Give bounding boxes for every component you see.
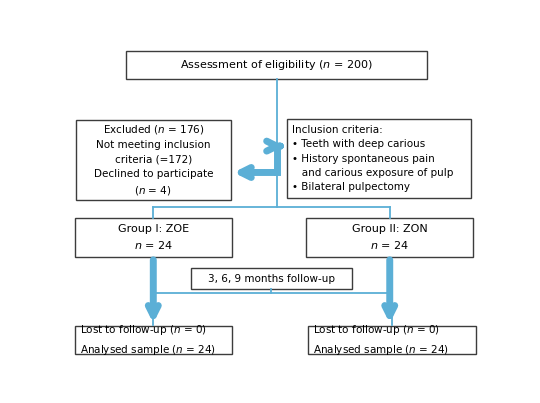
Text: Group II: ZON
$n$ = 24: Group II: ZON $n$ = 24 [352,224,428,251]
Text: 3, 6, 9 months follow-up: 3, 6, 9 months follow-up [208,274,335,284]
Text: Lost to follow-up ($n$ = 0)
Analysed sample ($n$ = 24): Lost to follow-up ($n$ = 0) Analysed sam… [313,323,449,357]
FancyBboxPatch shape [308,326,476,354]
FancyBboxPatch shape [191,268,352,289]
FancyBboxPatch shape [287,119,471,198]
FancyBboxPatch shape [75,218,232,257]
FancyBboxPatch shape [126,52,428,79]
FancyBboxPatch shape [306,218,474,257]
FancyBboxPatch shape [75,326,232,354]
Text: Lost to follow-up ($n$ = 0)
Analysed sample ($n$ = 24): Lost to follow-up ($n$ = 0) Analysed sam… [80,323,216,357]
Text: Group I: ZOE
$n$ = 24: Group I: ZOE $n$ = 24 [118,224,189,251]
Text: Inclusion criteria:
• Teeth with deep carious
• History spontaneous pain
   and : Inclusion criteria: • Teeth with deep ca… [292,125,454,192]
Text: Excluded ($n$ = 176)
Not meeting inclusion
criteria (=172)
Declined to participa: Excluded ($n$ = 176) Not meeting inclusi… [93,123,213,197]
FancyBboxPatch shape [76,120,231,200]
Text: Assessment of eligibility ($n$ = 200): Assessment of eligibility ($n$ = 200) [180,58,373,73]
